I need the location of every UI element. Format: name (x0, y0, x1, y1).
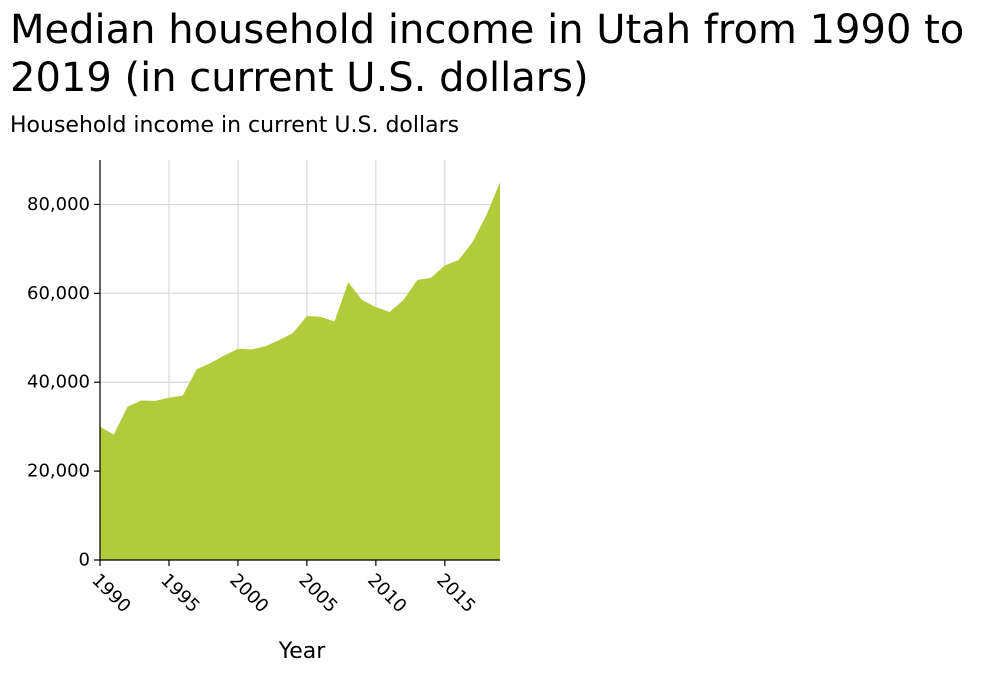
y-tick-label: 40,000 (27, 372, 90, 393)
area-series-0 (100, 182, 500, 560)
y-tick-label: 80,000 (27, 194, 90, 215)
x-axis-ticks: 1990 1995 2000 2005 2010 2015 (87, 560, 479, 617)
x-tick-label: 2010 (363, 570, 410, 617)
area-series (100, 182, 500, 560)
x-tick-label: 2000 (225, 570, 272, 617)
x-tick-label: 1995 (156, 570, 203, 617)
y-axis-ticks: 0 20,000 40,000 60,000 80,000 (27, 194, 100, 571)
axes (99, 160, 500, 561)
y-tick-label: 20,000 (27, 461, 90, 482)
x-tick-label: 1990 (87, 570, 134, 617)
x-axis-title: Year (278, 639, 327, 664)
y-tick-label: 0 (79, 550, 90, 571)
y-axis-label: Household income in current U.S. dollars (10, 113, 460, 138)
x-tick-label: 2005 (294, 570, 341, 617)
y-tick-label: 60,000 (27, 283, 90, 304)
x-tick-label: 2015 (432, 570, 479, 617)
chart-title: Median household income in Utah from 199… (10, 7, 965, 101)
